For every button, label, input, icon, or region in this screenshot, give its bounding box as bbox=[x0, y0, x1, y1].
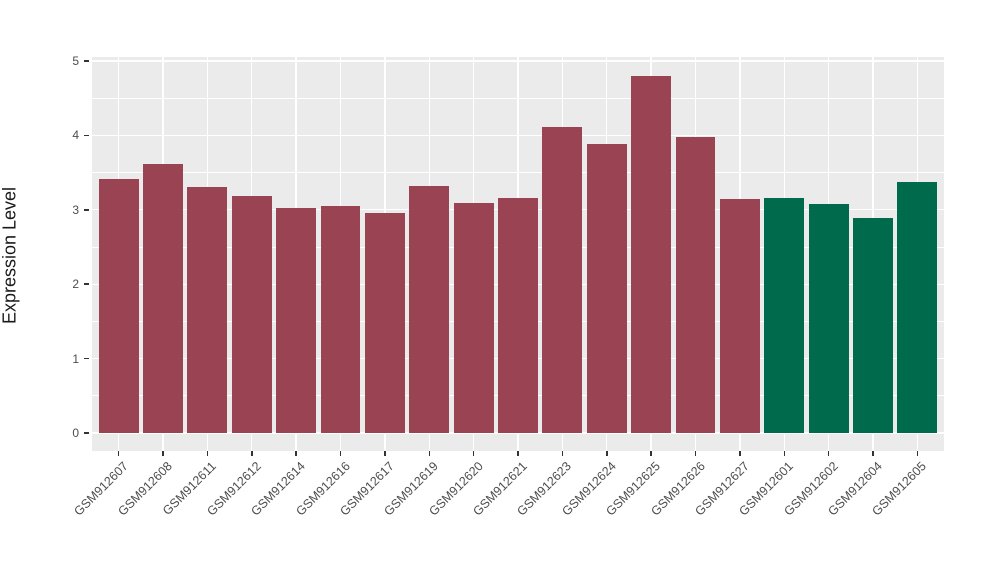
bar-GSM912619 bbox=[409, 185, 450, 433]
bar-GSM912620 bbox=[453, 203, 494, 433]
y-tick-label-0: 0 bbox=[72, 426, 79, 440]
bar-GSM912621 bbox=[498, 197, 538, 433]
x-tick-mark-GSM912612 bbox=[251, 451, 253, 456]
y-tick-label-5: 5 bbox=[72, 54, 79, 68]
y-tick-mark-5 bbox=[84, 60, 89, 62]
bar-GSM912614 bbox=[276, 207, 317, 433]
bar-GSM912612 bbox=[231, 196, 272, 433]
y-tick-label-4: 4 bbox=[72, 128, 79, 143]
bar-GSM912605 bbox=[897, 182, 938, 433]
y-tick-label-1: 1 bbox=[72, 351, 79, 366]
bar-GSM912626 bbox=[675, 136, 716, 433]
x-tick-mark-GSM912625 bbox=[650, 451, 652, 456]
x-tick-mark-GSM912607 bbox=[117, 451, 120, 456]
y-tick-label-2: 2 bbox=[72, 277, 79, 292]
x-tick-mark-GSM912619 bbox=[428, 451, 430, 456]
bar-GSM912607 bbox=[98, 179, 139, 433]
bar-GSM912611 bbox=[187, 187, 228, 433]
bar-GSM912608 bbox=[143, 164, 183, 433]
bar-GSM912627 bbox=[719, 198, 760, 433]
x-tick-mark-GSM912623 bbox=[561, 451, 564, 456]
y-tick-mark-0 bbox=[84, 432, 89, 434]
x-tick-mark-GSM912621 bbox=[517, 451, 519, 456]
y-tick-mark-4 bbox=[84, 134, 89, 137]
bar-GSM912616 bbox=[320, 206, 361, 433]
x-tick-mark-GSM912626 bbox=[694, 451, 697, 456]
x-tick-mark-GSM912614 bbox=[295, 451, 297, 456]
plot-panel bbox=[92, 57, 944, 451]
x-tick-mark-GSM912605 bbox=[916, 451, 919, 456]
bar-GSM912601 bbox=[764, 197, 805, 433]
bar-GSM912624 bbox=[586, 144, 627, 433]
bar-GSM912617 bbox=[364, 212, 405, 433]
x-tick-mark-GSM912604 bbox=[872, 451, 874, 456]
x-tick-mark-GSM912627 bbox=[739, 451, 741, 456]
x-tick-mark-GSM912620 bbox=[472, 451, 475, 456]
x-tick-mark-GSM912617 bbox=[384, 451, 386, 456]
bar-GSM912604 bbox=[853, 217, 893, 433]
x-tick-mark-GSM912602 bbox=[827, 451, 830, 456]
x-tick-mark-GSM912624 bbox=[606, 451, 608, 456]
bar-GSM912602 bbox=[808, 203, 849, 433]
x-tick-mark-GSM912608 bbox=[162, 451, 164, 456]
y-tick-mark-3 bbox=[84, 209, 89, 211]
bar-GSM912625 bbox=[631, 75, 672, 433]
x-tick-mark-GSM912611 bbox=[206, 451, 209, 456]
y-tick-label-3: 3 bbox=[72, 202, 79, 217]
x-tick-mark-GSM912616 bbox=[339, 451, 342, 456]
x-tick-mark-GSM912601 bbox=[783, 451, 785, 456]
y-tick-mark-1 bbox=[84, 357, 89, 360]
y-axis-title: Expression Level bbox=[0, 186, 20, 325]
y-tick-mark-2 bbox=[84, 283, 89, 285]
bar-GSM912623 bbox=[542, 127, 583, 433]
